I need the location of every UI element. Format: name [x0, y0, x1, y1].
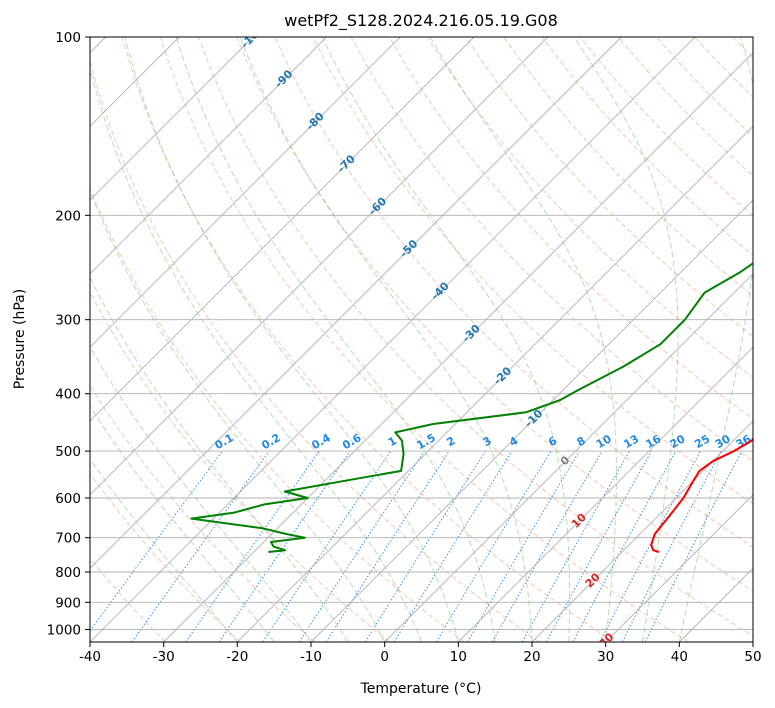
isotherm-label: 30: [597, 630, 617, 650]
isotherm-line: [90, 37, 622, 569]
x-tick-label: 30: [597, 649, 614, 665]
isotherm-line: [310, 199, 753, 642]
y-tick-label: 400: [55, 387, 81, 403]
moist-adiabat: [124, 37, 459, 642]
mixing-ratio-line: [621, 450, 722, 642]
mixing-ratio-line: [545, 450, 653, 642]
moist-adiabat: [573, 37, 679, 642]
dry-adiabat: [426, 37, 753, 378]
y-axis-ticks: 100 200 300 400 500 600 700 800 900 1000: [47, 30, 90, 638]
mixing-ratio-line: [393, 450, 513, 642]
isotherm-line: [457, 346, 753, 642]
isotherm-line: [90, 37, 475, 422]
dry-adiabat: [236, 37, 753, 592]
moist-adiabat: [90, 66, 422, 642]
dry-adiabat: [90, 472, 241, 642]
y-tick-label: 700: [55, 531, 81, 547]
dry-adiabat: [159, 37, 689, 642]
plot-background: [90, 37, 753, 642]
chart-title: wetPf2_S128.2024.216.05.19.G08: [284, 11, 558, 31]
mixing-ratio-line: [218, 450, 351, 642]
isotherm-line: [90, 37, 254, 201]
y-tick-label: 900: [55, 595, 81, 611]
y-axis-label: Pressure (hPa): [12, 289, 28, 389]
isotherm-line: [752, 641, 753, 642]
dry-adiabat: [771, 37, 775, 642]
x-axis-ticks: -40 -30 -20 -10 0 10 20 30 40 50: [79, 642, 762, 665]
dewpoint-profile-line: [190, 262, 753, 553]
mixing-ratio-line: [185, 450, 320, 642]
dry-adiabat: [90, 186, 465, 642]
x-tick-label: 0: [380, 649, 389, 665]
dry-adiabat: [90, 291, 390, 642]
isotherm-line: [531, 420, 753, 642]
moist-adiabat: [90, 276, 349, 642]
dry-adiabat: [274, 37, 753, 548]
plot-frame: [89, 36, 754, 643]
background-lines: [90, 37, 775, 642]
y-tick-label: 200: [55, 208, 81, 224]
y-tick-label: 500: [55, 444, 81, 460]
x-tick-label: 20: [523, 649, 540, 665]
isotherm-line: [163, 52, 753, 642]
y-tick-label: 600: [55, 491, 81, 507]
profile-series: [190, 262, 753, 553]
isotherm-line: [90, 37, 401, 348]
dry-adiabat: [90, 384, 316, 642]
temperature-profile-line: [650, 436, 753, 553]
mixing-ratio-line: [325, 450, 450, 642]
isotherm-line: [90, 37, 549, 496]
moist-adiabat: [90, 458, 238, 642]
moist-adiabat: [90, 346, 312, 642]
mixing-ratio-line: [572, 450, 677, 642]
moist-adiabat: [90, 189, 386, 642]
moist-adiabat: [429, 37, 617, 642]
mixing-ratio-label: 36: [734, 432, 754, 451]
y-tick-label: 300: [55, 313, 81, 329]
moist-adiabat: [175, 37, 496, 642]
x-tick-label: -30: [153, 649, 175, 665]
x-tick-label: -10: [300, 649, 322, 665]
mixing-ratio-line: [521, 450, 630, 642]
dry-adiabat: [503, 37, 753, 297]
mixing-ratio-line: [644, 450, 743, 642]
mixing-ratio-line: [262, 450, 392, 642]
isotherm-line: [384, 273, 753, 642]
isotherm-line: [236, 125, 753, 642]
x-tick-label: -40: [79, 649, 101, 665]
mixing-ratio-line: [435, 450, 552, 642]
x-tick-label: 50: [744, 649, 761, 665]
isotherm-line: [90, 37, 696, 642]
y-tick-label: 800: [55, 565, 81, 581]
mixing-ratio-line: [131, 450, 270, 642]
isotherm-label: 40: [610, 690, 630, 708]
moist-adiabat: [678, 37, 753, 642]
moist-adiabat: [239, 37, 533, 642]
x-tick-label: -20: [226, 649, 248, 665]
x-tick-label: 40: [671, 649, 688, 665]
dry-adiabat: [90, 557, 166, 642]
isotherm-line: [90, 37, 328, 275]
dry-adiabat: [90, 59, 540, 642]
y-tick-label: 1000: [47, 622, 81, 638]
mixing-ratio-line: [599, 450, 701, 642]
moist-adiabat: [321, 37, 571, 642]
mixing-ratio-line: [364, 450, 486, 642]
dry-adiabat: [121, 37, 614, 642]
mixing-ratio-line: [298, 450, 425, 642]
mixing-ratio-line: [90, 450, 223, 632]
y-tick-label: 100: [55, 30, 81, 46]
x-tick-label: 10: [450, 649, 467, 665]
dry-adiabat: [350, 37, 753, 462]
dry-adiabat: [198, 37, 753, 637]
moist-adiabat: [90, 405, 275, 642]
x-axis-label: Temperature (°C): [360, 681, 482, 697]
isotherm-line: [605, 494, 753, 642]
